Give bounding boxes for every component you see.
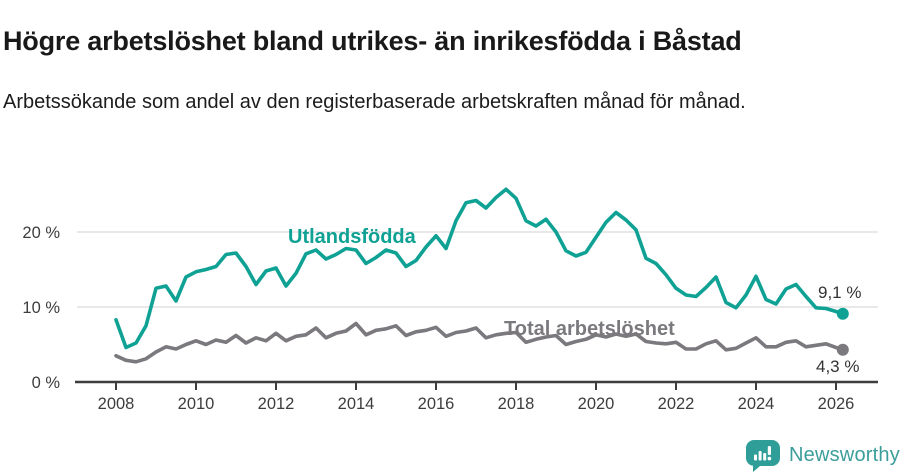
series-line-1	[114, 321, 845, 364]
y-tick-label: 20 %	[22, 224, 60, 242]
series-end-dot-1	[836, 343, 849, 356]
x-tick-label: 2024	[738, 395, 775, 413]
x-tick-label: 2012	[258, 395, 295, 413]
series-label-utlandsfodda: Utlandsfödda	[288, 226, 416, 248]
y-tick-label: 10 %	[22, 299, 60, 317]
x-tick-label: 2026	[818, 395, 855, 413]
x-tick-label: 2010	[178, 395, 215, 413]
newsworthy-logo-icon	[746, 440, 780, 472]
series-label-total-arbetsloshet: Total arbetslöshet	[504, 318, 675, 340]
x-tick-label: 2022	[658, 395, 695, 413]
x-tick-label: 2008	[98, 395, 135, 413]
series-end-dot-0	[836, 307, 849, 320]
x-tick-label: 2016	[418, 395, 455, 413]
series-line-0	[114, 187, 845, 350]
x-tick-label: 2014	[338, 395, 375, 413]
chart-subtitle: Arbetssökande som andel av den registerb…	[3, 91, 746, 113]
y-tick-label: 0 %	[32, 374, 61, 392]
end-value-utlandsfodda: 9,1 %	[818, 283, 862, 302]
end-value-total-arbetsloshet: 4,3 %	[816, 357, 860, 376]
x-tick-label: 2020	[578, 395, 615, 413]
x-tick-label: 2018	[498, 395, 535, 413]
newsworthy-brand-text: Newsworthy	[789, 444, 900, 466]
chart-title: Högre arbetslöshet bland utrikes- än inr…	[3, 26, 742, 57]
